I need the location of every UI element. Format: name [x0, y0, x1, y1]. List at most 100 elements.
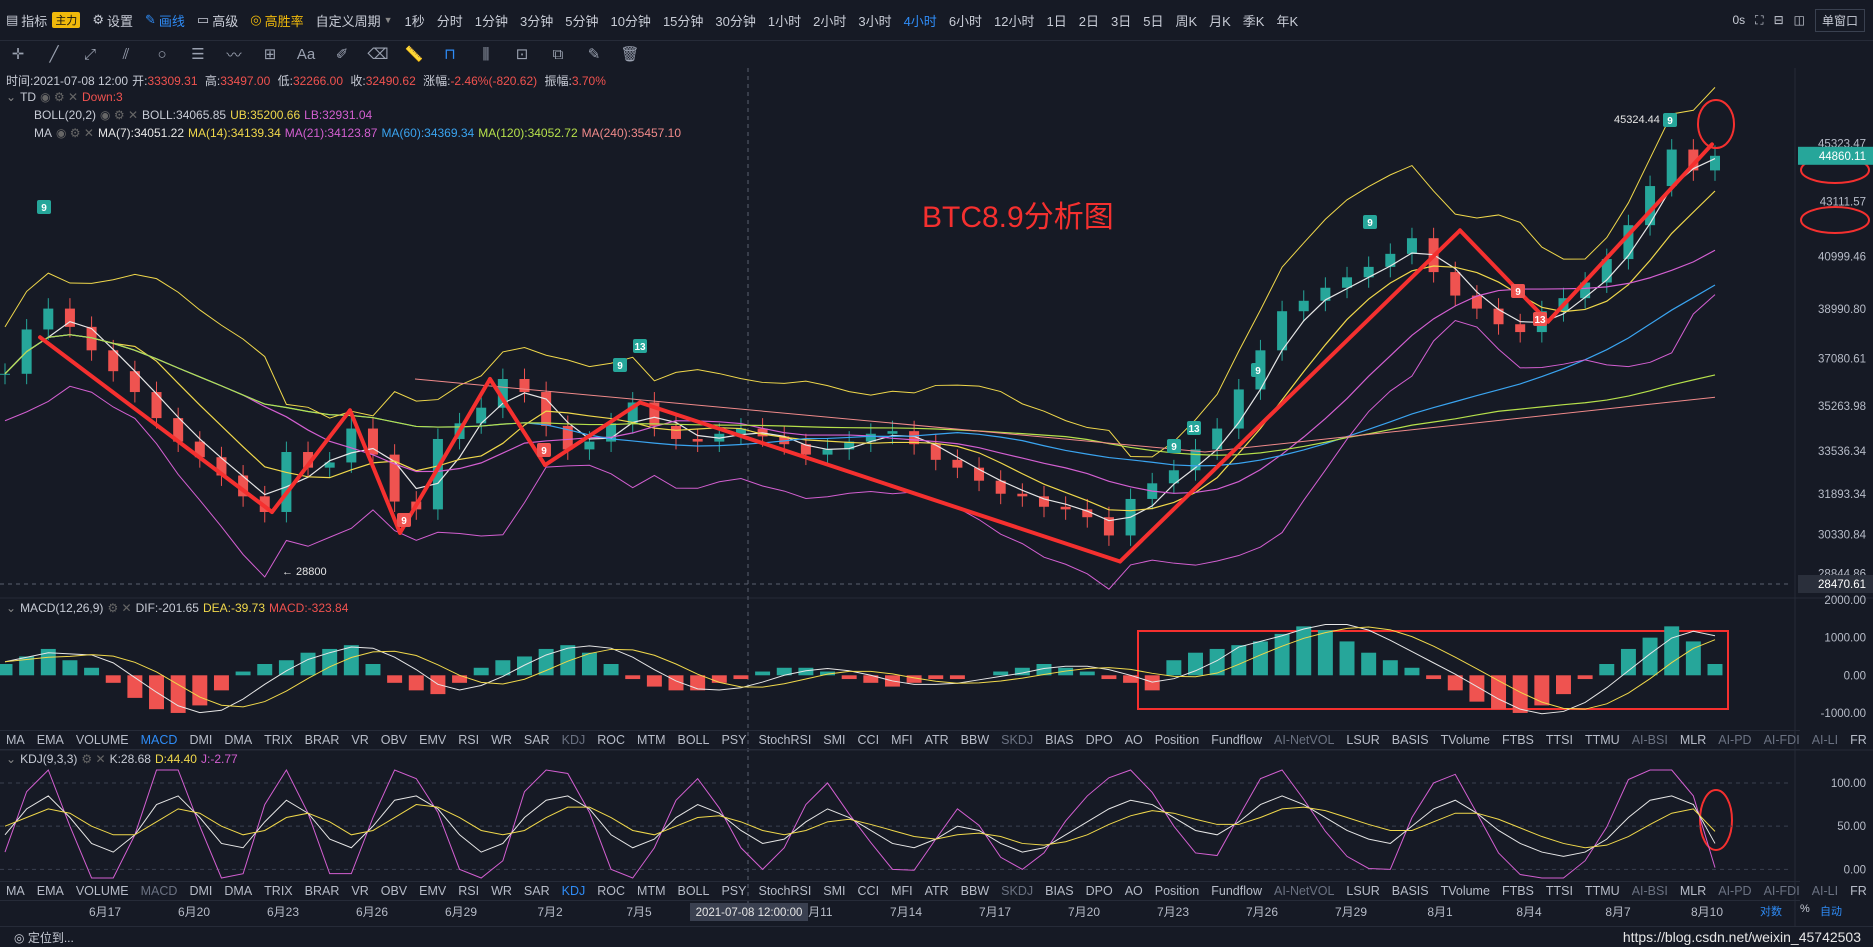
- period-11[interactable]: 4小时: [898, 11, 943, 30]
- period-12[interactable]: 6小时: [943, 11, 988, 30]
- indicator-tab-vr[interactable]: VR: [345, 884, 374, 898]
- period-21[interactable]: 年K: [1270, 11, 1304, 30]
- period-9[interactable]: 2小时: [807, 11, 852, 30]
- log-scale-toggle[interactable]: 对数: [1760, 903, 1782, 919]
- indicator-tab-mfi[interactable]: MFI: [885, 884, 919, 898]
- indicator-tab-ttmu[interactable]: TTMU: [1579, 884, 1626, 898]
- indicator-tab-ai-bsi[interactable]: AI-BSI: [1626, 884, 1674, 898]
- indicator-tab-ai-li[interactable]: AI-LI: [1806, 884, 1844, 898]
- indicator-tab-macd[interactable]: MACD: [135, 884, 184, 898]
- indicator-button[interactable]: ▤指标主力: [0, 11, 86, 30]
- auto-scale-toggle[interactable]: 自动: [1820, 903, 1842, 919]
- indicator-tab-vr[interactable]: VR: [345, 733, 374, 747]
- indicator-tab-stochrsi[interactable]: StochRSI: [752, 884, 817, 898]
- indicator-tab-mtm[interactable]: MTM: [631, 733, 671, 747]
- indicator-tab-skdj[interactable]: SKDJ: [995, 884, 1039, 898]
- indicator-tab-ai-bsi[interactable]: AI-BSI: [1626, 733, 1674, 747]
- percent-scale-toggle[interactable]: %: [1800, 903, 1810, 915]
- indicator-tab-lsur[interactable]: LSUR: [1340, 733, 1385, 747]
- advanced-button[interactable]: ▭高级: [191, 11, 244, 30]
- settings-button[interactable]: ⚙设置: [86, 11, 139, 30]
- trash-icon[interactable]: 🗑: [612, 42, 648, 66]
- period-14[interactable]: 1日: [1041, 11, 1073, 30]
- locate-button[interactable]: ◎ 定位到...: [14, 929, 74, 946]
- indicator-tab-smi[interactable]: SMI: [817, 884, 851, 898]
- indicator-tab-ttmu[interactable]: TTMU: [1579, 733, 1626, 747]
- indicator-tab-ma[interactable]: MA: [0, 884, 31, 898]
- draw-line-button[interactable]: ✎画线: [139, 11, 191, 30]
- indicator-tab-ttsi[interactable]: TTSI: [1540, 884, 1579, 898]
- indicator-tab-psy[interactable]: PSY: [715, 733, 752, 747]
- copy-icon[interactable]: ⧉: [540, 42, 576, 66]
- indicator-tab-obv[interactable]: OBV: [375, 884, 413, 898]
- indicator-tab-volume[interactable]: VOLUME: [70, 884, 135, 898]
- indicator-tab-ema[interactable]: EMA: [31, 733, 70, 747]
- indicator-tab-ftbs[interactable]: FTBS: [1496, 884, 1540, 898]
- collapse-icon[interactable]: ⌄: [6, 90, 16, 104]
- magnet-icon[interactable]: ⊓: [432, 42, 468, 66]
- indicator-tab-ai-fdi[interactable]: AI-FDI: [1758, 733, 1806, 747]
- ray-icon[interactable]: ⤢: [72, 42, 108, 66]
- indicator-tab-macd[interactable]: MACD: [135, 733, 184, 747]
- eye-icon[interactable]: ◉ ⚙ ✕: [40, 90, 78, 104]
- indicator-tab-wr[interactable]: WR: [485, 733, 518, 747]
- crosshair-icon[interactable]: ✛: [0, 42, 36, 66]
- fullscreen-icon[interactable]: ⛶: [1755, 13, 1763, 28]
- indicator-tab-ao[interactable]: AO: [1119, 884, 1149, 898]
- indicator-tab-dmi[interactable]: DMI: [183, 733, 218, 747]
- indicator-tab-brar[interactable]: BRAR: [299, 733, 346, 747]
- indicator-tab-boll[interactable]: BOLL: [672, 733, 716, 747]
- indicator-tab-mlr[interactable]: MLR: [1674, 733, 1712, 747]
- measure-icon[interactable]: ⊞: [252, 42, 288, 66]
- indicator-tab-kdj[interactable]: KDJ: [556, 884, 592, 898]
- indicator-tab-stochrsi[interactable]: StochRSI: [752, 733, 817, 747]
- indicator-tab-ai-li[interactable]: AI-LI: [1806, 733, 1844, 747]
- window-mode-dropdown[interactable]: 单窗口: [1815, 9, 1865, 32]
- indicator-tab-atr[interactable]: ATR: [919, 733, 955, 747]
- parallel-icon[interactable]: ⫽: [108, 42, 144, 66]
- indicator-tab-bbw[interactable]: BBW: [955, 733, 995, 747]
- period-16[interactable]: 3日: [1105, 11, 1137, 30]
- custom-period-dropdown[interactable]: 自定义周期▼: [310, 11, 399, 30]
- indicator-tab-kdj[interactable]: KDJ: [556, 733, 592, 747]
- ruler-icon[interactable]: 📏: [396, 42, 432, 66]
- indicator-tab-dmi[interactable]: DMI: [183, 884, 218, 898]
- period-17[interactable]: 5日: [1137, 11, 1169, 30]
- indicator-tab-ai-netvol[interactable]: AI-NetVOL: [1268, 733, 1340, 747]
- indicator-tab-ttsi[interactable]: TTSI: [1540, 733, 1579, 747]
- indicator-tab-roc[interactable]: ROC: [591, 733, 631, 747]
- indicator-tab-position[interactable]: Position: [1149, 733, 1205, 747]
- indicator-tab-rsi[interactable]: RSI: [452, 884, 485, 898]
- indicator-tab-position[interactable]: Position: [1149, 884, 1205, 898]
- wave-icon[interactable]: 〰: [216, 42, 252, 66]
- indicator-tab-dma[interactable]: DMA: [218, 884, 258, 898]
- indicator-tab-ai-netvol[interactable]: AI-NetVOL: [1268, 884, 1340, 898]
- indicator-tab-trix[interactable]: TRIX: [258, 884, 298, 898]
- indicator-tab-basis[interactable]: BASIS: [1386, 733, 1435, 747]
- period-10[interactable]: 3小时: [852, 11, 897, 30]
- indicator-tab-atr[interactable]: ATR: [919, 884, 955, 898]
- period-19[interactable]: 月K: [1203, 11, 1237, 30]
- indicator-tab-lsur[interactable]: LSUR: [1340, 884, 1385, 898]
- indicator-tab-ao[interactable]: AO: [1119, 733, 1149, 747]
- indicator-tab-basis[interactable]: BASIS: [1386, 884, 1435, 898]
- indicator-tab-fr[interactable]: FR: [1844, 733, 1873, 747]
- camera-icon[interactable]: ◫: [1794, 13, 1805, 27]
- indicator-tab-skdj[interactable]: SKDJ: [995, 733, 1039, 747]
- indicator-tab-bias[interactable]: BIAS: [1039, 733, 1080, 747]
- indicator-tab-ftbs[interactable]: FTBS: [1496, 733, 1540, 747]
- indicator-tab-bias[interactable]: BIAS: [1039, 884, 1080, 898]
- indicator-tab-rsi[interactable]: RSI: [452, 733, 485, 747]
- eye-icon[interactable]: ◉ ⚙ ✕: [56, 126, 94, 140]
- fib-icon[interactable]: ☰: [180, 42, 216, 66]
- eraser-icon[interactable]: ⌫: [360, 42, 396, 66]
- indicator-tab-roc[interactable]: ROC: [591, 884, 631, 898]
- indicator-tab-emv[interactable]: EMV: [413, 884, 452, 898]
- edit-icon[interactable]: ✎: [576, 42, 612, 66]
- indicator-tab-fr[interactable]: FR: [1844, 884, 1873, 898]
- indicator-tab-fundflow[interactable]: Fundflow: [1205, 884, 1268, 898]
- indicator-tab-ai-pd[interactable]: AI-PD: [1712, 884, 1757, 898]
- win-rate-button[interactable]: ◎高胜率: [244, 11, 309, 30]
- indicator-tab-tvolume[interactable]: TVolume: [1435, 733, 1496, 747]
- indicator-tab-ma[interactable]: MA: [0, 733, 31, 747]
